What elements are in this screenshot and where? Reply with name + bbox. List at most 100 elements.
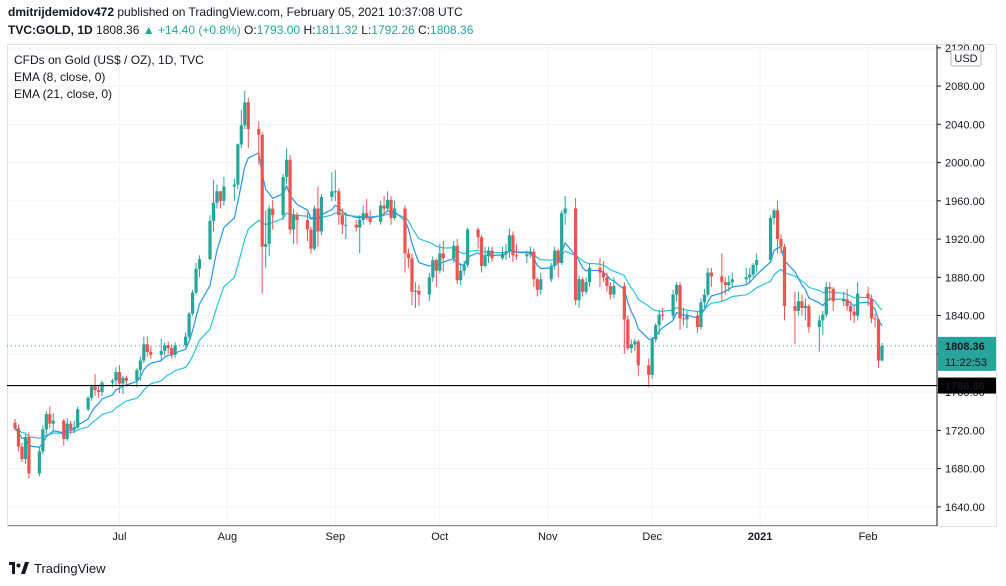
candle[interactable] xyxy=(657,310,661,335)
candle[interactable] xyxy=(528,246,532,259)
candle[interactable] xyxy=(612,277,616,299)
candle[interactable] xyxy=(647,358,651,388)
candle[interactable] xyxy=(16,424,21,452)
candle[interactable] xyxy=(462,261,466,276)
candle[interactable] xyxy=(197,255,202,278)
candle[interactable] xyxy=(23,434,28,464)
candle[interactable] xyxy=(573,197,578,306)
candle[interactable] xyxy=(553,246,557,270)
candle[interactable] xyxy=(382,196,386,216)
candle[interactable] xyxy=(695,310,700,333)
candle[interactable] xyxy=(62,418,66,446)
candle[interactable] xyxy=(232,178,236,201)
candle[interactable] xyxy=(483,246,487,268)
candle[interactable] xyxy=(194,263,198,295)
candle[interactable] xyxy=(563,196,567,225)
candle[interactable] xyxy=(549,263,553,283)
candle[interactable] xyxy=(504,243,508,261)
candle[interactable] xyxy=(368,210,372,225)
candle[interactable] xyxy=(768,215,773,264)
candle[interactable] xyxy=(239,109,243,149)
candle[interactable] xyxy=(650,336,654,379)
candle[interactable] xyxy=(173,342,177,358)
candle[interactable] xyxy=(751,263,755,278)
candle[interactable] xyxy=(257,121,261,165)
candle[interactable] xyxy=(190,289,195,316)
candle[interactable] xyxy=(699,298,703,330)
candle[interactable] xyxy=(236,143,240,190)
chart-area[interactable]: Jul Aug Sep Oct Nov Dec 2021 Feb 1640.00 1680.00 1… xyxy=(7,44,997,549)
candle[interactable] xyxy=(633,338,637,351)
candle[interactable] xyxy=(866,286,870,307)
candle[interactable] xyxy=(295,212,299,244)
legend-ema21[interactable]: EMA (21, close, 0) xyxy=(14,87,113,101)
candle[interactable] xyxy=(309,226,313,254)
candle[interactable] xyxy=(828,282,832,302)
candle[interactable] xyxy=(354,219,358,232)
candle[interactable] xyxy=(117,365,122,394)
candle[interactable] xyxy=(260,131,264,294)
candle[interactable] xyxy=(727,275,731,292)
candle[interactable] xyxy=(793,291,797,345)
candle[interactable] xyxy=(842,291,846,307)
candle[interactable] xyxy=(406,248,411,268)
candle[interactable] xyxy=(869,294,874,324)
candle[interactable] xyxy=(76,406,80,429)
candle[interactable] xyxy=(479,235,484,273)
candle[interactable] xyxy=(333,170,337,201)
candle[interactable] xyxy=(114,367,118,386)
candle[interactable] xyxy=(27,432,31,479)
candle[interactable] xyxy=(556,248,560,278)
candle[interactable] xyxy=(532,248,536,287)
candle[interactable] xyxy=(598,258,602,287)
candle[interactable] xyxy=(560,210,564,265)
candle[interactable] xyxy=(674,282,679,302)
candle[interactable] xyxy=(681,307,686,326)
candle[interactable] xyxy=(163,342,167,356)
candle[interactable] xyxy=(601,261,606,283)
candle[interactable] xyxy=(145,336,149,357)
candle[interactable] xyxy=(41,425,45,455)
candle[interactable] xyxy=(800,294,804,316)
candle[interactable] xyxy=(466,227,470,268)
legend-ema8[interactable]: EMA (8, close, 0) xyxy=(14,70,106,84)
candle[interactable] xyxy=(507,228,512,259)
candle[interactable] xyxy=(779,234,783,254)
candle[interactable] xyxy=(337,188,341,225)
candle[interactable] xyxy=(772,208,776,225)
currency-badge[interactable] xyxy=(950,49,982,67)
candle[interactable] xyxy=(490,246,494,263)
candle[interactable] xyxy=(358,215,362,254)
candle[interactable] xyxy=(305,212,310,242)
candle[interactable] xyxy=(702,288,707,308)
candle[interactable] xyxy=(824,282,828,318)
candle[interactable] xyxy=(69,420,73,435)
candle[interactable] xyxy=(51,413,55,431)
candle[interactable] xyxy=(880,343,884,362)
candle[interactable] xyxy=(316,186,320,247)
candle[interactable] xyxy=(392,200,397,220)
candle[interactable] xyxy=(121,375,125,395)
candle[interactable] xyxy=(476,227,480,249)
candle[interactable] xyxy=(100,380,104,396)
candle[interactable] xyxy=(821,310,825,335)
candle[interactable] xyxy=(215,184,219,209)
candle[interactable] xyxy=(365,198,369,220)
candle[interactable] xyxy=(319,194,324,236)
candle[interactable] xyxy=(246,97,250,149)
candle[interactable] xyxy=(267,205,271,257)
candle[interactable] xyxy=(142,336,146,364)
candle[interactable] xyxy=(873,313,877,328)
candle[interactable] xyxy=(755,253,759,273)
candle[interactable] xyxy=(96,385,101,398)
candle[interactable] xyxy=(514,243,518,261)
candle[interactable] xyxy=(271,199,275,230)
candle[interactable] xyxy=(441,241,445,272)
candle[interactable] xyxy=(170,344,174,359)
candle[interactable] xyxy=(434,258,438,287)
candle[interactable] xyxy=(281,174,285,220)
candle[interactable] xyxy=(459,263,463,285)
candle[interactable] xyxy=(403,205,407,273)
candle[interactable] xyxy=(605,272,609,292)
candle[interactable] xyxy=(222,176,226,206)
